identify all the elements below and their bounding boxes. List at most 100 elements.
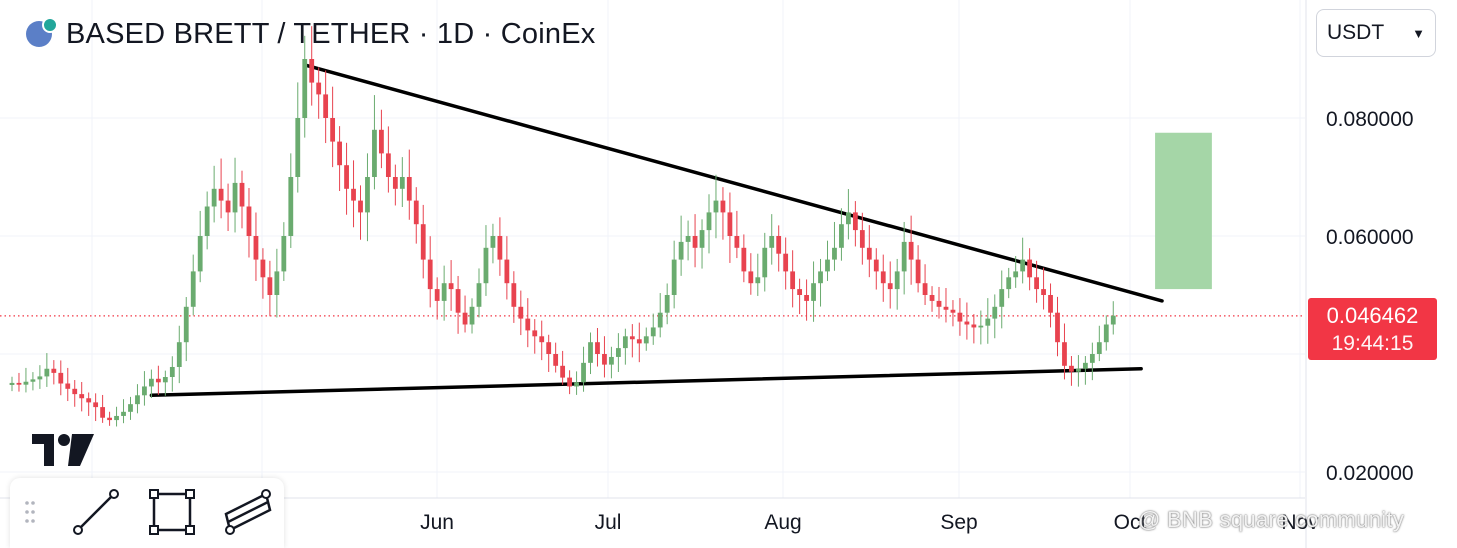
candle-body: [9, 382, 15, 385]
candle-body: [741, 247, 747, 272]
candle-body: [629, 336, 635, 340]
y-tick-label: 0.020000: [1326, 462, 1414, 485]
candle-body: [846, 212, 851, 225]
candle-body: [1055, 312, 1060, 343]
candle-body: [643, 336, 649, 344]
candle-body: [936, 300, 942, 307]
candle-body: [490, 236, 496, 248]
candle-body: [469, 306, 475, 325]
candle-body: [985, 318, 991, 326]
candle-body: [1089, 354, 1095, 363]
candle-body: [929, 295, 935, 301]
candle-body: [149, 378, 154, 387]
candle-body: [1006, 277, 1012, 290]
candle-body: [169, 366, 175, 378]
candle-body: [873, 259, 879, 272]
candle-body: [539, 336, 545, 343]
candle-body: [37, 376, 43, 380]
x-tick-label: Nov: [1281, 511, 1319, 534]
candle-body: [441, 283, 447, 301]
drawing-toolbar: [10, 478, 284, 548]
symbol-title: BASED BRETT / TETHER · 1D · CoinEx: [66, 17, 596, 50]
rectangle-icon[interactable]: [146, 488, 198, 536]
candle-body: [274, 271, 280, 295]
candle-body: [128, 404, 133, 412]
candle-body: [427, 259, 433, 290]
tradingview-logo-icon: [32, 434, 94, 471]
candle-body: [399, 177, 405, 189]
candle-body: [588, 342, 593, 363]
candle-body: [295, 118, 301, 177]
candle-body: [121, 411, 126, 416]
candle-body: [1034, 277, 1039, 290]
candle-body: [1082, 362, 1088, 369]
candle-body: [225, 200, 231, 213]
candle-body: [107, 417, 112, 421]
candle-body: [330, 118, 336, 142]
candle-body: [246, 206, 252, 236]
candle-body: [72, 388, 78, 395]
candle-body: [727, 212, 733, 236]
candle-body: [567, 377, 572, 387]
drag-handle-icon[interactable]: [24, 500, 36, 526]
candle-body: [344, 165, 349, 189]
candle-body: [804, 295, 809, 301]
y-tick-label: 0.080000: [1326, 108, 1414, 131]
candle-body: [811, 283, 816, 301]
candle-body: [825, 259, 830, 272]
candle-body: [852, 212, 858, 231]
candle-body: [525, 318, 531, 331]
candle-body: [622, 336, 628, 349]
chart-grid: [0, 0, 1307, 548]
candle-body: [671, 259, 677, 295]
candle-body: [204, 206, 210, 236]
candle-body: [762, 247, 768, 278]
candle-body: [93, 402, 99, 408]
candle-body: [142, 386, 147, 396]
candle-body: [379, 129, 384, 154]
candle-body: [190, 271, 196, 307]
trend-line-icon[interactable]: [70, 488, 122, 536]
candle-body: [1048, 295, 1053, 313]
candle-body: [818, 271, 823, 284]
candlestick-series: [9, 26, 1116, 427]
candle-body: [358, 200, 363, 213]
candle-body: [162, 377, 168, 383]
bar-countdown: 19:44:15: [1331, 332, 1414, 355]
candle-body: [511, 283, 517, 307]
candle-body: [420, 224, 426, 260]
candle-body: [211, 188, 217, 207]
candle-body: [901, 241, 907, 272]
candle-body: [664, 295, 670, 313]
candle-body: [713, 200, 719, 213]
candle-body: [978, 325, 984, 328]
candle-body: [769, 236, 775, 248]
trendline-layer: [149, 63, 1164, 398]
currency-select[interactable]: USDT ▼: [1316, 9, 1436, 57]
chevron-down-icon: ▼: [1412, 25, 1425, 41]
candle-body: [288, 177, 294, 236]
candle-body: [734, 236, 740, 248]
candle-body: [476, 283, 482, 307]
candle-body: [65, 383, 71, 389]
candle-body: [1069, 365, 1074, 372]
candle-body: [260, 259, 266, 278]
candle-body: [253, 236, 259, 260]
candle-body: [1020, 259, 1026, 272]
candle-body: [483, 247, 489, 284]
candle-body: [609, 356, 614, 365]
candle-body: [51, 368, 57, 373]
y-tick-label: 0.060000: [1326, 226, 1414, 249]
candle-body: [532, 330, 538, 337]
candle-body: [915, 259, 921, 284]
candle-body: [413, 200, 419, 225]
candle-body: [504, 259, 510, 284]
candle-body: [281, 236, 287, 272]
candle-body: [23, 381, 29, 385]
candle-body: [316, 82, 322, 95]
candle-body: [197, 236, 203, 272]
candle-body: [971, 324, 977, 328]
candle-body: [755, 277, 761, 284]
parallel-channel-icon[interactable]: [220, 488, 276, 536]
